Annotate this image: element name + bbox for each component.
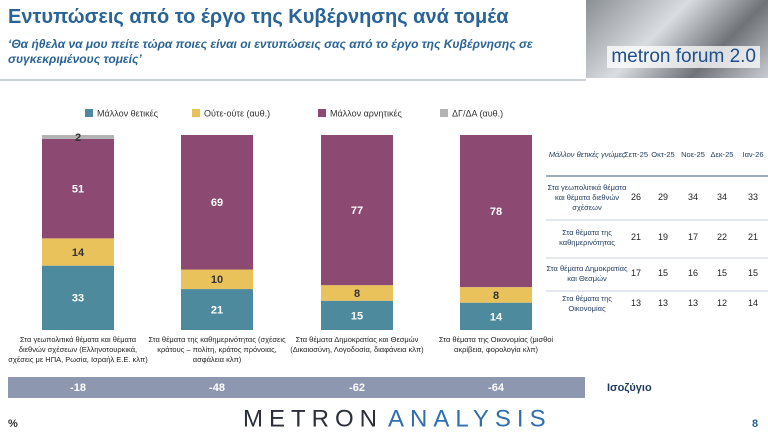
subtitle: ‘Θα ήθελα να μου πείτε τώρα ποιες είναι … bbox=[8, 37, 533, 66]
bar-segment bbox=[181, 269, 253, 290]
balance-value: -62 bbox=[349, 382, 365, 394]
table-cell: 13 bbox=[630, 298, 641, 308]
table-column-header: Νοε-25 bbox=[681, 150, 705, 159]
legend-swatch bbox=[318, 109, 326, 117]
table-corner: Μάλλον θετικές γνώμες bbox=[548, 150, 626, 159]
page-number: 8 bbox=[752, 418, 758, 430]
data-label: 15 bbox=[351, 310, 363, 322]
table-cell: 21 bbox=[747, 232, 758, 242]
title: Εντυπώσεις από το έργο της Κυβέρνησης αν… bbox=[8, 6, 509, 28]
unit-label: % bbox=[8, 418, 18, 430]
legend-swatch bbox=[85, 109, 93, 117]
table-column-header: Δεκ-25 bbox=[710, 150, 734, 159]
category-label: Στα θέματα Δημοκρατίας και Θεσμών (Δικαι… bbox=[290, 335, 424, 354]
legend-swatch bbox=[192, 109, 200, 117]
bar-segment bbox=[42, 265, 114, 330]
table-cell: 15 bbox=[657, 268, 668, 278]
bar-segment bbox=[42, 238, 114, 266]
data-label: 78 bbox=[490, 206, 502, 218]
bar-segment bbox=[42, 138, 114, 239]
data-label: 8 bbox=[493, 290, 499, 302]
table-row-label: Στα θέματα Δημοκρατίας και Θεσμών bbox=[546, 264, 628, 283]
table-column-header: Σεπ-25 bbox=[624, 150, 648, 159]
logo: metron forum 2.0 bbox=[586, 0, 768, 78]
balance-value: -18 bbox=[70, 382, 86, 394]
legend-swatch bbox=[440, 109, 448, 117]
table-cell: 13 bbox=[657, 298, 668, 308]
bar-segment bbox=[181, 289, 253, 330]
table-cell: 29 bbox=[657, 192, 668, 202]
bar-segment bbox=[460, 135, 532, 288]
bar-segment bbox=[321, 135, 393, 286]
data-label: 10 bbox=[211, 274, 223, 286]
data-label: 21 bbox=[211, 304, 223, 316]
table-cell: 14 bbox=[747, 298, 758, 308]
category-label: Στα θέματα της Οικονομίας (μισθοί ακρίβε… bbox=[438, 335, 554, 354]
data-label: 14 bbox=[72, 247, 85, 259]
balance-band bbox=[8, 377, 585, 398]
table-cell: 26 bbox=[630, 192, 641, 202]
data-label: 14 bbox=[490, 311, 503, 323]
table-cell: 17 bbox=[630, 268, 641, 278]
legend-label: Ούτε-ούτε (αυθ.) bbox=[204, 108, 270, 118]
table-cell: 12 bbox=[716, 298, 727, 308]
data-label: 77 bbox=[351, 205, 363, 217]
data-label: 2 bbox=[75, 132, 81, 144]
data-label: 33 bbox=[72, 293, 84, 305]
bar-segment bbox=[42, 135, 114, 139]
table-row-label: Στα θέματα της καθημερινότητας bbox=[559, 228, 615, 247]
logo-text: metron forum 2.0 bbox=[607, 46, 760, 68]
data-label: 8 bbox=[354, 288, 360, 300]
table-cell: 21 bbox=[630, 232, 641, 242]
bar-segment bbox=[460, 302, 532, 330]
table-column-header: Οκτ-25 bbox=[651, 150, 675, 159]
category-label: Στα γεωπολιτικά θέματα και θέματα διεθνώ… bbox=[8, 335, 148, 364]
table-row-label: Στα θέματα της Οικονομίας bbox=[562, 294, 612, 313]
legend-label: ΔΓ/ΔΑ (αυθ.) bbox=[452, 108, 503, 118]
brand-blue: ANALYSIS bbox=[388, 405, 552, 432]
table-cell: 15 bbox=[747, 268, 758, 278]
brand-dark: METRON bbox=[243, 405, 383, 432]
table-cell: 34 bbox=[716, 192, 727, 202]
table-cell: 19 bbox=[657, 232, 668, 242]
bar-segment bbox=[460, 287, 532, 303]
balance-label: Ισοζύγιο bbox=[607, 382, 652, 394]
table-cell: 22 bbox=[716, 232, 727, 242]
table-cell: 13 bbox=[687, 298, 698, 308]
legend-label: Μάλλον θετικές bbox=[97, 108, 159, 118]
bar-segment bbox=[321, 300, 393, 330]
table-cell: 17 bbox=[687, 232, 698, 242]
bar-segment bbox=[321, 285, 393, 301]
category-label: Στα θέματα της καθημερινότητας (σχέσεις … bbox=[148, 335, 286, 364]
data-label: 51 bbox=[72, 184, 84, 196]
table-row-label: Στα γεωπολιτικά θέματα και θέματα διεθνώ… bbox=[547, 183, 627, 212]
table-cell: 15 bbox=[716, 268, 727, 278]
table-cell: 34 bbox=[687, 192, 698, 202]
balance-value: -64 bbox=[488, 382, 505, 394]
table-cell: 33 bbox=[747, 192, 758, 202]
table-cell: 16 bbox=[687, 268, 698, 278]
table-column-header: Ιαν-26 bbox=[742, 150, 764, 159]
data-label: 69 bbox=[211, 197, 223, 209]
balance-value: -48 bbox=[209, 382, 225, 394]
bar-segment bbox=[181, 135, 253, 270]
legend-label: Μάλλον αρνητικές bbox=[330, 108, 402, 118]
